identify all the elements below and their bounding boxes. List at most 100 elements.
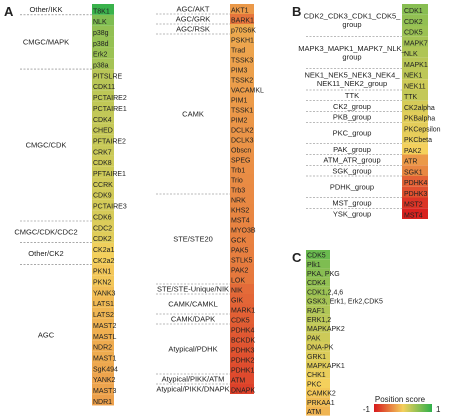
- heatmap-cell-pftaire1: [92, 166, 114, 178]
- row-label-pak5: PAK5: [231, 247, 248, 254]
- row-label-cdk8: CDK8: [93, 160, 112, 167]
- heatmap-cell-pctaire3: [92, 199, 114, 211]
- heatmap-cell-cdk6: [92, 210, 114, 221]
- group-label-mapk3-mapk1-mapk7-nlk-group: MAPK3_MAPK1_MAPK7_NLK_ group: [298, 44, 406, 62]
- row-label-stlk5: STLK5: [231, 257, 253, 264]
- row-label-cdc2: CDC2: [93, 225, 112, 232]
- heatmap-cell-mastl: [92, 329, 114, 341]
- panel-a-column-1: T8K1 NLK p38g p38d Erk2 p38a PITSLRE CDK11 PCTAI…: [14, 4, 127, 406]
- heatmap-cell-p38g: [92, 25, 114, 37]
- row-label-raf1: RAF1: [307, 308, 325, 315]
- heatmap-cell-atr: [402, 154, 428, 166]
- row-label-ccrk: CCRK: [93, 182, 113, 189]
- heatmap-cell-akt1: [230, 4, 254, 14]
- heatmap-cell-cdk1: [402, 4, 428, 15]
- legend-title: Position score: [375, 395, 426, 404]
- heatmap-cell-pak: [306, 332, 330, 342]
- heatmap-cell-pftaire2: [92, 134, 114, 146]
- heatmap-cell-ck2alpha: [402, 100, 428, 112]
- group-label-pkb-group: PKB_group: [333, 113, 371, 122]
- heatmap-cell-p38d: [92, 36, 114, 48]
- row-label-mapkapk1: MAPKAPK1: [307, 363, 345, 370]
- heatmap-cell-pkn2: [92, 275, 114, 287]
- row-label-cdk9: CDK9: [93, 193, 112, 200]
- heatmap-cell-stlk5: [230, 254, 254, 264]
- heatmap-cell-mapk1: [402, 57, 428, 69]
- row-label-lats2: LATS2: [93, 312, 114, 319]
- row-label-ck2a2: CK2a2: [93, 258, 115, 265]
- heatmap-cell-pdhk3: [402, 186, 428, 198]
- heatmap-cell-vacamkl: [230, 84, 254, 94]
- group-label-ste-ste-unique-nik: STE/STE-Unique/NIK: [157, 285, 229, 294]
- heatmap-cell-ched: [92, 123, 114, 135]
- row-label-gik: GIK: [231, 297, 243, 304]
- heatmap-cell-nek1: [402, 68, 428, 80]
- group-label-cdk2-cdk3-cdk1-cdk5-group: CDK2_CDK3_CDK1_CDK5_ group: [304, 12, 402, 30]
- row-label-ched: CHED: [93, 128, 113, 135]
- row-label-pdhk3: PDHK3: [231, 347, 254, 354]
- heatmap-cell-pim2: [230, 114, 254, 124]
- heatmap-cell-erk1-2: [306, 314, 330, 324]
- row-label-pctaire3: PCTAIRE3: [93, 204, 127, 211]
- row-label-mast2: MAST2: [93, 323, 116, 330]
- row-label-pdhk4: PDHK4: [231, 327, 254, 334]
- row-label-camkk2: CAMKK2: [307, 391, 336, 398]
- heatmap-cell-dnapk: [230, 384, 254, 394]
- row-label-pak2: PAK2: [231, 267, 248, 274]
- heatmap-cell-pak2: [230, 264, 254, 274]
- heatmap-cell-gik: [230, 294, 254, 304]
- row-label-bark1: BARK1: [231, 17, 254, 24]
- row-label-prkaa1: PRKAA1: [307, 400, 335, 407]
- row-label-dclk2: DCLK2: [231, 127, 254, 134]
- row-label-nlk: NLK: [404, 51, 418, 58]
- heatmap-cell-cdk9: [92, 188, 114, 200]
- row-label-dclk3: DCLK3: [231, 137, 254, 144]
- group-label-pdhk-group: PDHK_group: [330, 182, 374, 191]
- row-label-cdk2: CDK2: [404, 19, 423, 26]
- heatmap-cell-lats1: [92, 296, 114, 308]
- group-label-camk: CAMK: [182, 110, 204, 119]
- row-label-cdk4: CDK4: [93, 117, 112, 124]
- row-label-mst2: MST2: [404, 202, 423, 209]
- heatmap-cell-cdk5: [402, 25, 428, 37]
- row-label-plk1: Plk1: [307, 262, 321, 269]
- row-label-yank2: YANK2: [93, 377, 116, 384]
- heatmap-cell-pkcbeta: [402, 133, 428, 144]
- row-label-cdk5: CDK5: [404, 30, 423, 37]
- row-label-cdk2: CDK2: [93, 236, 112, 243]
- panel-c: C CDK5 Plk1 PKA, PKG CDK4 CDK1,2,4,6 GSK3, Er…: [292, 250, 383, 416]
- group-label-agc-akt: AGC/AKT: [177, 5, 210, 14]
- group-label-agc-grk: AGC/GRK: [176, 15, 211, 24]
- heatmap-cell-nik: [230, 284, 254, 294]
- row-label-mast1: MAST1: [93, 355, 116, 362]
- heatmap-cell-nlk: [92, 14, 114, 26]
- heatmap-cell-cdk4: [306, 277, 330, 287]
- heatmap-cell-ck2a1: [92, 242, 114, 254]
- row-label-pkn2: PKN2: [93, 280, 111, 287]
- heatmap-cell-tssk2: [230, 74, 254, 84]
- row-label-bckdk: BCKDK: [231, 337, 255, 344]
- group-label-camk-dapk: CAMK/DAPK: [171, 315, 215, 324]
- heatmap-cell-pkcepsilon: [402, 122, 428, 133]
- heatmap-cell-mast2: [92, 318, 114, 330]
- heatmap-cell-pctaire1: [92, 101, 114, 113]
- row-label-cdk11: CDK11: [93, 84, 115, 91]
- row-label-sgk494: SgK494: [93, 366, 118, 373]
- row-label-pdhk3: PDHK3: [404, 191, 427, 198]
- heatmap-cell-erk2: [92, 47, 114, 59]
- legend-color-bar: [374, 404, 432, 412]
- heatmap-cell-tssk1: [230, 104, 254, 114]
- row-label-tssk1: TSSK1: [231, 107, 253, 114]
- row-label-lats1: LATS1: [93, 301, 114, 308]
- heatmap-cell-p38a: [92, 58, 114, 70]
- panel-a-label: A: [4, 4, 14, 19]
- row-label-trb1: Trb1: [231, 167, 245, 174]
- heatmap-cell-camkk2: [306, 388, 330, 398]
- row-label-mapkapk2: MAPKAPK2: [307, 326, 345, 333]
- row-label-mapk7: MAPK7: [404, 40, 428, 47]
- row-label-atm: ATM: [231, 377, 245, 384]
- heatmap-cell-mapkapk2: [306, 323, 330, 333]
- heatmap-cell-raf1: [306, 305, 330, 315]
- heatmap-cell-bark1: [230, 14, 254, 24]
- row-label-khs2: KHS2: [231, 207, 249, 214]
